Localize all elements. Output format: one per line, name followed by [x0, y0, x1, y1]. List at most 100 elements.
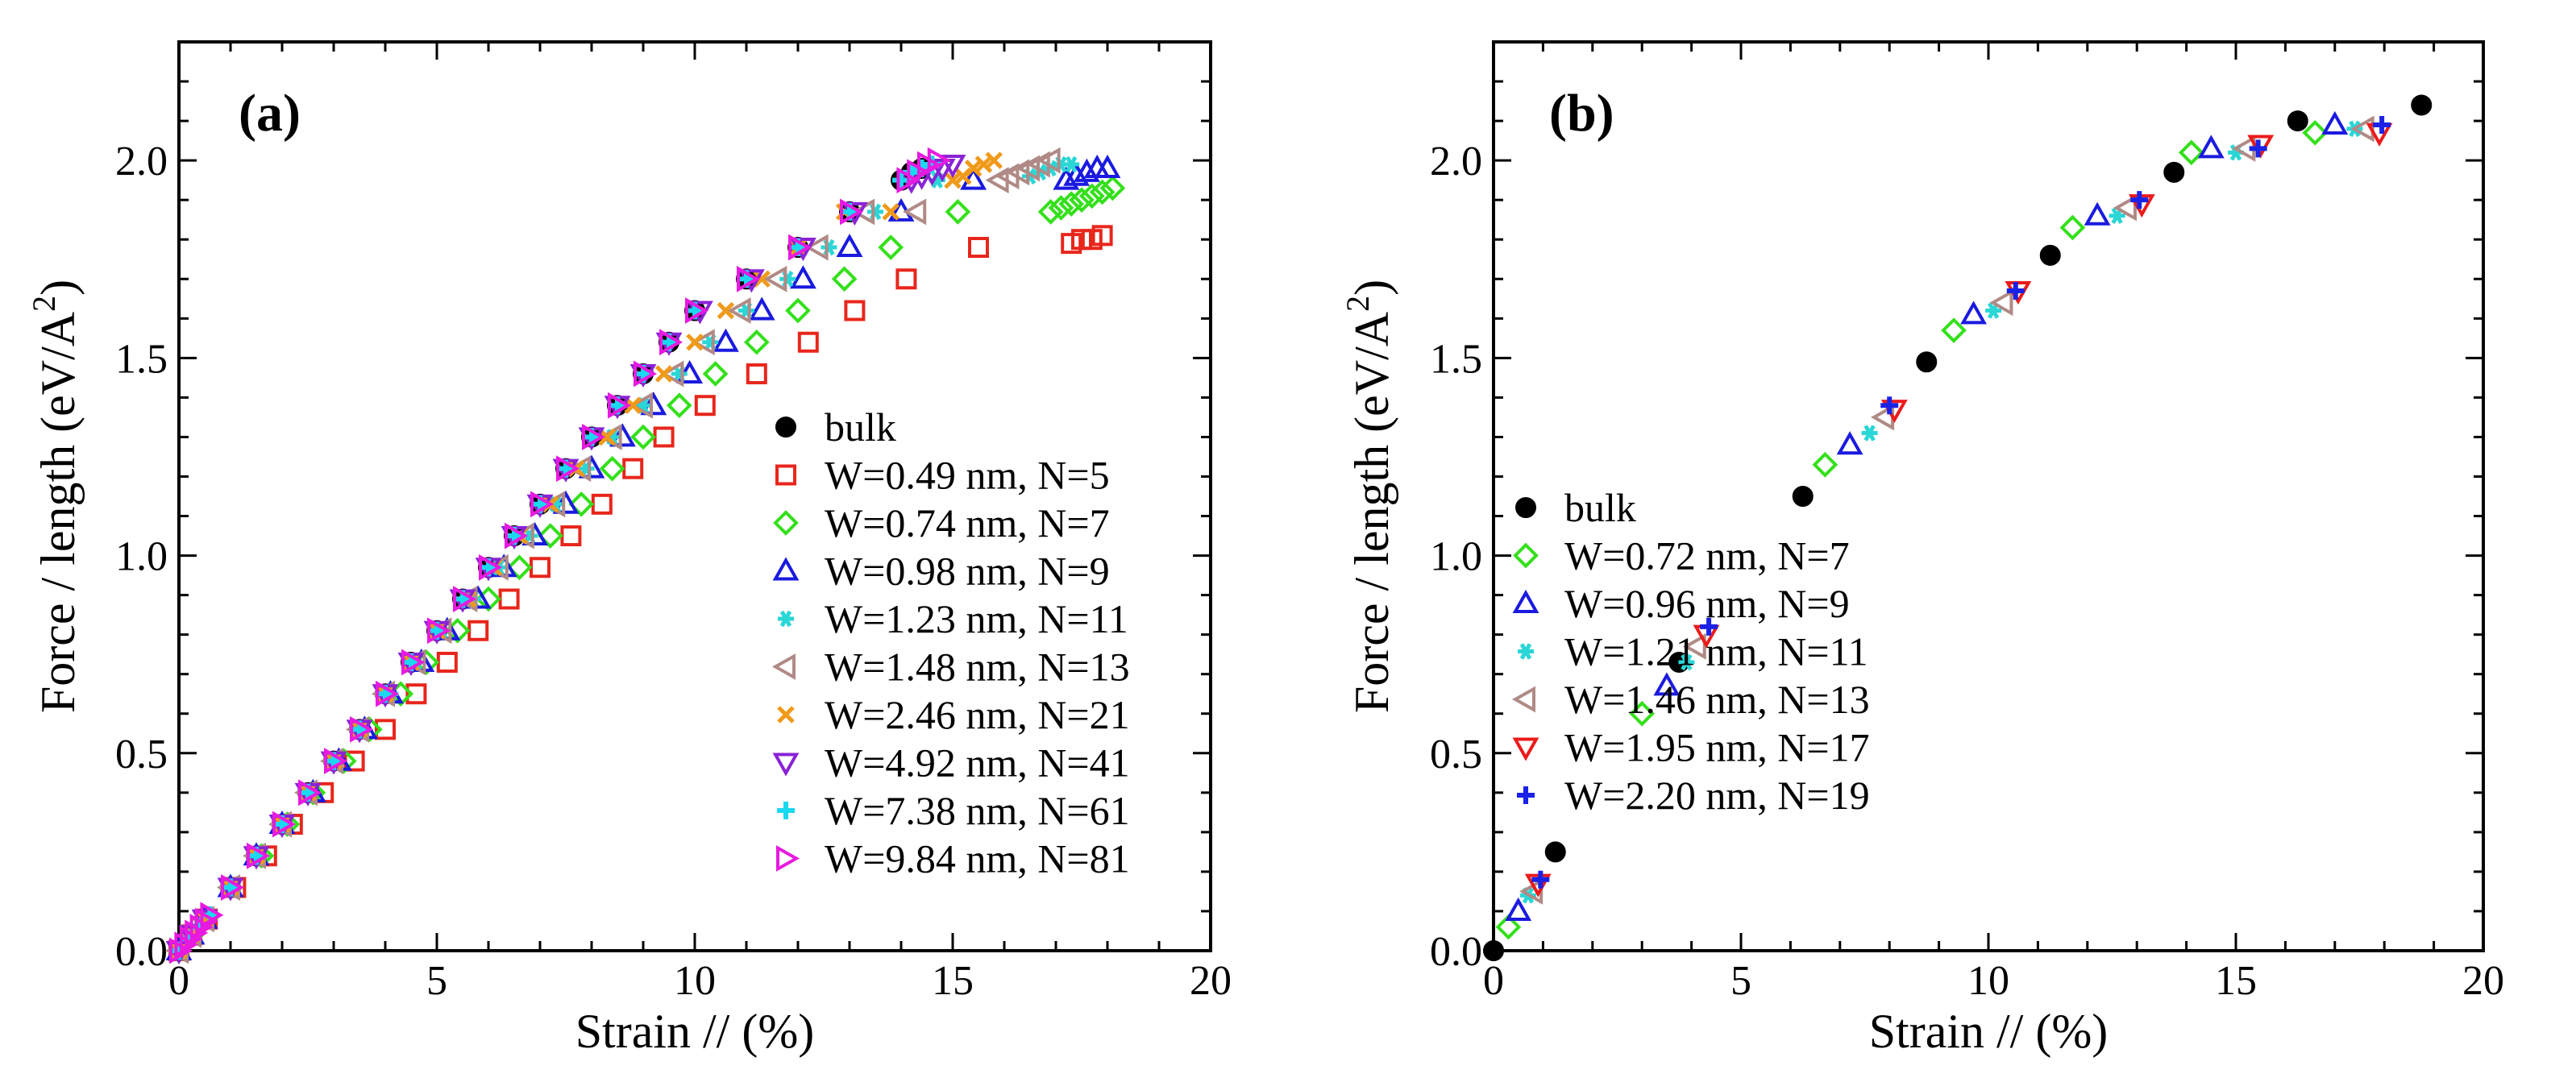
- data-point: [867, 203, 883, 221]
- x-axis-label-b: Strain // (%): [1869, 1005, 2109, 1058]
- data-point: [895, 268, 917, 290]
- data-point: [1495, 914, 1522, 940]
- data-point: [324, 748, 348, 775]
- y-tick-label-a: 0.5: [115, 732, 168, 777]
- y-axis-label-close-b: ): [1345, 280, 1398, 296]
- data-point: [1089, 179, 1116, 205]
- data-point: [2287, 110, 2308, 132]
- data-point: [929, 158, 956, 183]
- data-point: [221, 874, 245, 901]
- legend-marker: [1513, 542, 1539, 569]
- y-tick-label-b: 2.0: [1430, 139, 1482, 185]
- data-point: [401, 649, 426, 676]
- data-marks-a: [164, 147, 1126, 965]
- series-b-1: [1495, 119, 2329, 940]
- data-point: [831, 266, 858, 292]
- data-point: [985, 151, 1003, 169]
- data-point: [453, 586, 477, 612]
- legend-marker: [1515, 497, 1536, 518]
- data-point: [882, 203, 900, 221]
- data-point: [2128, 194, 2155, 218]
- panel-label-b: (b): [1549, 84, 1614, 143]
- data-point: [1682, 632, 1706, 660]
- data-point: [1063, 155, 1080, 173]
- data-point: [2411, 94, 2433, 116]
- panel-b: (b) Strain // (%) Force / length (eV/A2)…: [1340, 40, 2504, 1058]
- data-point: [737, 265, 761, 292]
- data-point: [1531, 870, 1550, 889]
- data-point: [2084, 201, 2111, 226]
- legend-marker: [775, 464, 796, 486]
- data-point: [659, 329, 683, 356]
- data-point: [763, 265, 787, 292]
- data-point: [608, 392, 632, 419]
- legend-label: W=2.46 nm, N=21: [825, 692, 1130, 737]
- x-tick-label-b: 15: [2215, 958, 2257, 1004]
- data-point: [1053, 166, 1080, 190]
- data-point: [1091, 225, 1113, 247]
- data-point: [653, 426, 675, 448]
- legend-marker: [777, 802, 795, 819]
- y-axis-label-text-b: Force / length (eV/A: [1345, 312, 1398, 713]
- data-point: [748, 296, 775, 321]
- data-point: [629, 392, 653, 419]
- data-point: [506, 554, 533, 581]
- data-point: [247, 842, 271, 869]
- data-point: [1037, 147, 1061, 174]
- x-tick-label-b: 20: [2462, 958, 2504, 1004]
- data-point: [498, 588, 520, 610]
- data-point: [944, 171, 962, 189]
- y-tick-label-b: 0.5: [1430, 732, 1482, 777]
- data-point: [1073, 158, 1100, 182]
- data-point: [1960, 301, 1988, 325]
- y-axis-label-text-a: Force / length (eV/A: [31, 312, 85, 713]
- data-point: [685, 297, 709, 324]
- data-point: [727, 297, 751, 324]
- data-point: [1048, 195, 1074, 221]
- data-point: [598, 428, 616, 446]
- panel-a: (a) Strain // (%) Force / length (eV/A2)…: [26, 40, 1232, 1058]
- data-point: [1544, 841, 1566, 863]
- data-point: [427, 617, 451, 645]
- data-point: [2321, 110, 2349, 135]
- y-tick-label-a: 1.5: [115, 336, 168, 382]
- y-axis-label-close-a: ): [31, 280, 85, 296]
- y-axis-label-b: Force / length (eV/A2): [1340, 280, 1398, 713]
- data-point: [785, 297, 811, 324]
- legend-label: W=1.23 nm, N=11: [825, 596, 1128, 641]
- data-point: [1078, 183, 1105, 209]
- data-point: [1880, 396, 1899, 415]
- data-point: [746, 363, 767, 384]
- series-b-2: [1505, 110, 2349, 921]
- series-a-9: [169, 147, 951, 964]
- panel-label-a: (a): [239, 84, 301, 143]
- y-tick-label-b: 1.5: [1430, 336, 1482, 382]
- y-axis-label-a: Force / length (eV/A2): [26, 280, 85, 713]
- legend-label: bulk: [825, 404, 896, 450]
- data-point: [1916, 351, 1938, 373]
- data-point: [1812, 451, 1839, 478]
- data-point: [375, 719, 396, 740]
- data-point: [753, 270, 771, 288]
- data-point: [2130, 191, 2149, 209]
- data-point: [804, 234, 829, 261]
- data-point: [1099, 175, 1126, 201]
- data-point: [505, 522, 529, 549]
- legend-label: W=1.46 nm, N=13: [1564, 677, 1870, 722]
- y-tick-label-a: 2.0: [115, 139, 168, 185]
- data-point: [1861, 425, 1878, 442]
- legend-label: W=0.96 nm, N=9: [1564, 581, 1850, 626]
- legend-label: W=1.48 nm, N=13: [825, 645, 1130, 690]
- data-point: [844, 300, 866, 321]
- data-point: [376, 680, 400, 707]
- data-point: [350, 715, 374, 743]
- legend-label: W=0.98 nm, N=9: [825, 549, 1110, 594]
- data-point: [789, 265, 816, 289]
- legend-label: W=2.20 nm, N=19: [1564, 773, 1870, 818]
- data-point: [2163, 161, 2185, 183]
- x-tick-label-a: 15: [932, 958, 974, 1004]
- legend-marker: [1511, 686, 1535, 713]
- y-tick-label-a: 0.0: [115, 929, 168, 975]
- data-point: [903, 198, 927, 226]
- ticks-a: 0 5 10 15 20 0.0 0.5 1.0 1.5 2.0: [115, 40, 1232, 1004]
